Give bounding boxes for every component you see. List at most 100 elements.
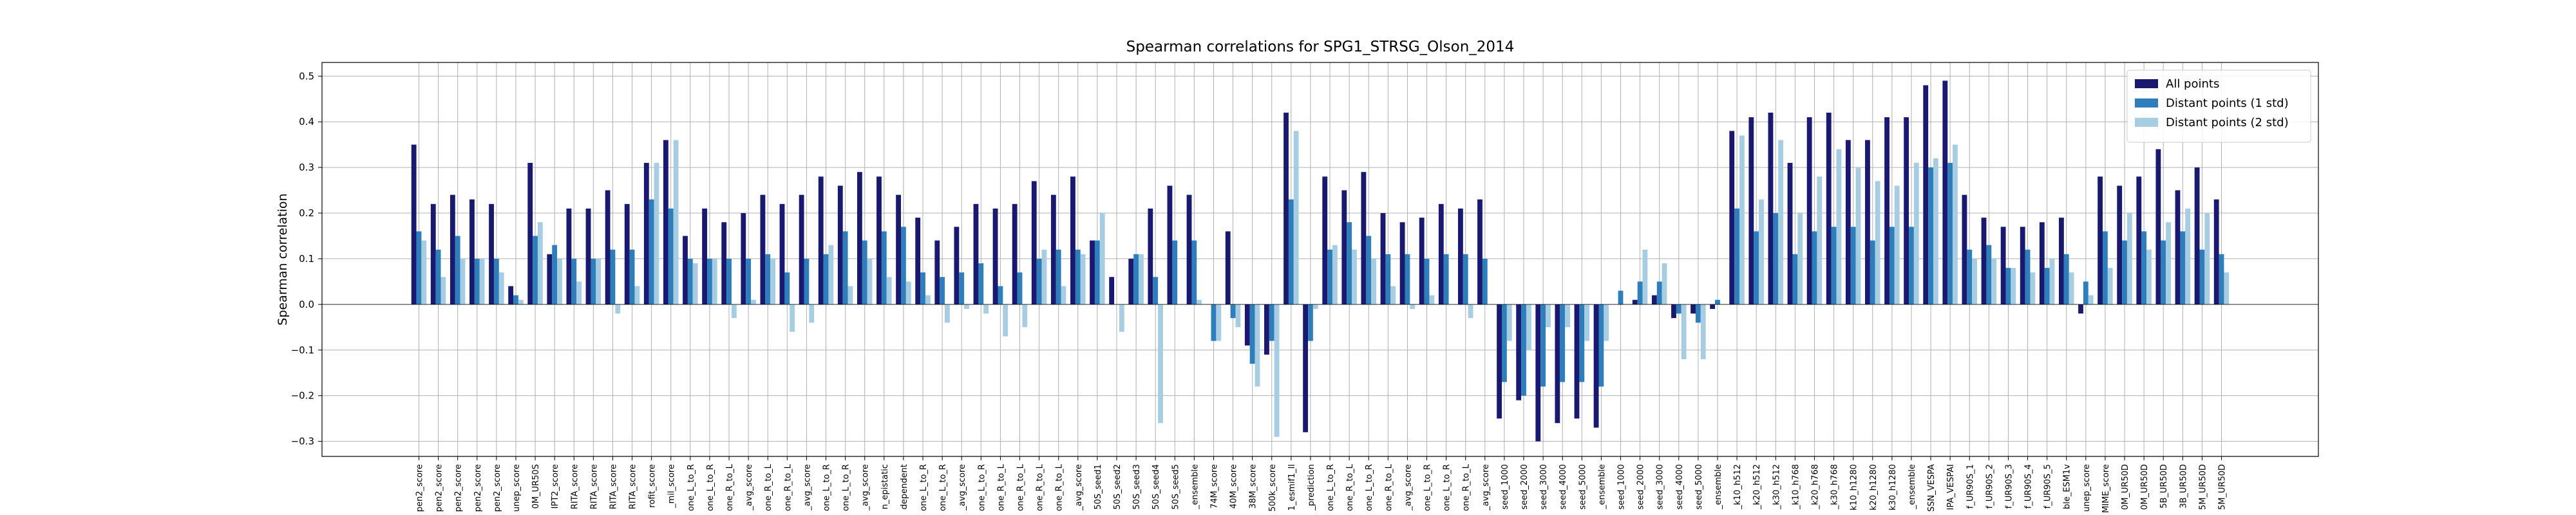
x-tick-label: 40M_score xyxy=(1229,464,1239,509)
bar xyxy=(1352,249,1357,304)
bar xyxy=(2122,240,2127,304)
bar xyxy=(1341,190,1347,304)
x-tick-label: seed_1000 xyxy=(1617,464,1627,510)
bar xyxy=(687,258,693,304)
bar xyxy=(741,213,746,304)
bar xyxy=(683,236,688,304)
bar xyxy=(2020,227,2025,304)
bar xyxy=(934,240,940,304)
x-tick-label: _k30_h768 xyxy=(1830,464,1840,510)
x-tick-label: one_L_to_R xyxy=(919,464,929,511)
x-tick-label: _k10_h768 xyxy=(1791,464,1801,510)
bar xyxy=(430,203,436,304)
bar xyxy=(1928,167,1933,304)
bar xyxy=(867,258,873,304)
x-tick-label: _ensemble xyxy=(1714,464,1723,510)
bar xyxy=(1225,231,1231,304)
bar xyxy=(2063,254,2069,304)
x-tick-label: n_epistatic xyxy=(880,464,890,509)
bar xyxy=(416,231,422,304)
x-tick-label: f_UR90S_5 xyxy=(2043,464,2053,509)
bar xyxy=(1061,286,1066,304)
bar xyxy=(435,249,441,304)
bar xyxy=(2098,176,2103,304)
bar xyxy=(1090,240,1095,304)
bar xyxy=(1671,304,1676,319)
bar xyxy=(799,194,804,304)
x-tick-label: unep_score xyxy=(512,464,522,512)
bar xyxy=(1172,240,1178,304)
x-tick-label: one_R_to_L xyxy=(783,464,793,511)
bar xyxy=(1579,304,1585,382)
bar xyxy=(2213,199,2219,304)
bar xyxy=(1327,249,1332,304)
x-tick-label: k10_h1280 xyxy=(1850,464,1859,510)
bar xyxy=(1676,304,1681,314)
x-tick-label: k20_h1280 xyxy=(1869,464,1879,510)
bar xyxy=(1526,304,1531,350)
bar xyxy=(1681,304,1687,359)
bar xyxy=(1748,117,1754,304)
bar xyxy=(557,258,562,304)
bar xyxy=(954,227,960,304)
bar xyxy=(1380,213,1386,304)
bar xyxy=(1429,295,1435,304)
bar xyxy=(2044,268,2050,304)
bar xyxy=(2175,190,2181,304)
bar xyxy=(1385,254,1391,304)
bar xyxy=(998,286,1003,304)
bar xyxy=(1366,236,1372,304)
bar xyxy=(1153,277,1159,304)
bar xyxy=(1933,158,1938,304)
bar xyxy=(624,203,630,304)
x-tick-label: 3B_UR50D xyxy=(2179,464,2188,509)
bar xyxy=(643,163,649,304)
x-tick-label: 50S_seed2 xyxy=(1113,464,1122,510)
bar xyxy=(498,272,504,304)
x-tick-label: one_R_to_L xyxy=(1055,464,1065,511)
bar xyxy=(1463,254,1468,304)
bar xyxy=(629,249,635,304)
bar xyxy=(2224,272,2230,304)
bar xyxy=(1419,218,1425,304)
bar xyxy=(1167,185,1173,304)
x-tick-label: RITA_score xyxy=(589,464,599,509)
bar xyxy=(809,304,815,323)
bar xyxy=(1405,254,1410,304)
bar xyxy=(731,304,737,319)
bar xyxy=(1754,231,1759,304)
legend-swatch xyxy=(2135,79,2158,88)
bar xyxy=(1850,227,1856,304)
bar xyxy=(1022,304,1028,328)
y-tick-label: 0.3 xyxy=(299,162,314,173)
bar xyxy=(1778,140,1784,304)
x-tick-label: 50S_seed4 xyxy=(1151,464,1161,510)
bar xyxy=(712,258,717,304)
bar xyxy=(1535,304,1541,442)
bar xyxy=(1787,163,1793,304)
x-tick-label: RITA_score xyxy=(570,464,580,509)
x-tick-label: one_R_to_L xyxy=(1384,464,1394,511)
x-tick-label: one_R_to_L xyxy=(725,464,735,511)
bar xyxy=(1197,299,1202,304)
bar xyxy=(1845,140,1851,304)
bar xyxy=(804,258,810,304)
x-tick-label: 0M_UR50D xyxy=(2140,464,2150,510)
bar xyxy=(411,144,417,304)
bar xyxy=(1729,131,1735,304)
bar xyxy=(513,295,518,304)
x-tick-label: pen2_score xyxy=(493,464,502,512)
x-tick-label: _ensemble xyxy=(1597,464,1607,510)
bar xyxy=(707,258,712,304)
bar xyxy=(1695,304,1701,323)
bar xyxy=(479,258,485,304)
bar xyxy=(746,258,752,304)
bar xyxy=(751,299,756,304)
bar xyxy=(945,304,950,323)
x-tick-label: one_L_to_R xyxy=(1365,464,1374,511)
x-tick-label: _avg_score xyxy=(861,464,871,511)
bar xyxy=(1424,258,1430,304)
bar xyxy=(527,163,533,304)
bar xyxy=(1962,194,1967,304)
